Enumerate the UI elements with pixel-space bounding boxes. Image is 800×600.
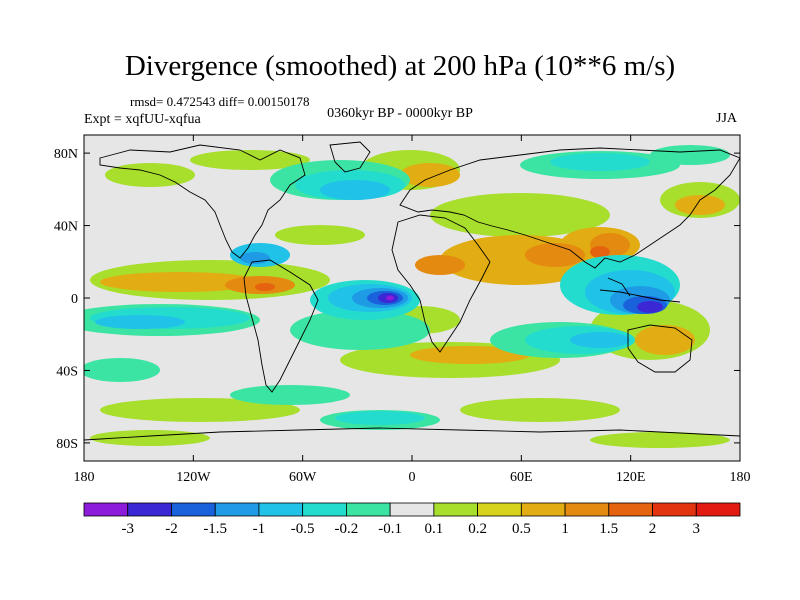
- colorbar-label: 1: [561, 521, 569, 537]
- colorbar-swatch: [433, 502, 479, 517]
- colorbar-swatch: [652, 502, 697, 517]
- lon-tick-label: 120E: [616, 470, 646, 485]
- colorbar-swatch: [171, 502, 216, 517]
- colorbar-swatch: [214, 502, 260, 517]
- coastlines: [84, 141, 740, 441]
- colorbar-label: 3: [693, 521, 701, 537]
- colorbar-swatch: [127, 502, 172, 517]
- colorbar-label: 0.1: [424, 521, 443, 537]
- lon-tick-label: 60E: [510, 470, 533, 485]
- colorbar-swatch: [608, 502, 653, 517]
- colorbar-swatch: [258, 502, 304, 517]
- colorbar-swatch: [345, 502, 391, 517]
- colorbar-label: 1.5: [599, 521, 618, 537]
- colorbar-swatch: [564, 502, 610, 517]
- lon-tick-label: 180: [730, 470, 751, 485]
- colorbar-swatch: [389, 502, 435, 517]
- colorbar-label: 2: [649, 521, 657, 537]
- rmsd-diff-stats: rmsd= 0.472543 diff= 0.00150178: [130, 94, 310, 109]
- colorbar-swatch: [520, 502, 566, 517]
- longitude-axis: 180 120W 60W 0 60E 120E 180: [74, 135, 751, 485]
- lat-tick-label: 80S: [56, 437, 78, 452]
- colorbar-swatch: [302, 502, 347, 517]
- experiment-label: Expt = xqfUU-xqfua: [84, 112, 201, 127]
- lat-tick-label: 40N: [54, 220, 78, 235]
- lon-tick-label: 60W: [289, 470, 317, 485]
- chart-title: Divergence (smoothed) at 200 hPa (10**6 …: [124, 50, 676, 82]
- colorbar-label: -3: [121, 521, 134, 537]
- colorbar-label: 0.2: [468, 521, 487, 537]
- colorbar-label: -0.5: [291, 521, 315, 537]
- colorbar-swatch: [83, 502, 129, 517]
- lat-tick-label: 80N: [54, 147, 78, 162]
- lon-tick-label: 0: [409, 470, 416, 485]
- colorbar-label: -0.1: [378, 521, 402, 537]
- colorbar-swatch: [695, 502, 741, 517]
- divergence-field: [84, 145, 740, 448]
- colorbar-label: -1.5: [203, 521, 227, 537]
- lon-tick-label: 180: [74, 470, 95, 485]
- lon-tick-label: 120W: [176, 470, 211, 485]
- lat-tick-label: 0: [71, 292, 78, 307]
- period-label: 0360kyr BP - 0000kyr BP: [327, 106, 473, 121]
- colorbar-label: 0.5: [512, 521, 531, 537]
- lat-tick-label: 40S: [56, 364, 78, 379]
- colorbar: -3 -2 -1.5 -1 -0.5 -0.2 -0.1 0.1 0.2 0.5 1 1.5 2 3: [83, 502, 741, 537]
- colorbar-label: -0.2: [335, 521, 359, 537]
- latitude-axis: 80N 40N 0 40S 80S: [54, 147, 740, 452]
- season-label: JJA: [716, 111, 738, 126]
- colorbar-swatch: [477, 502, 522, 517]
- colorbar-label: -2: [165, 521, 178, 537]
- colorbar-label: -1: [253, 521, 266, 537]
